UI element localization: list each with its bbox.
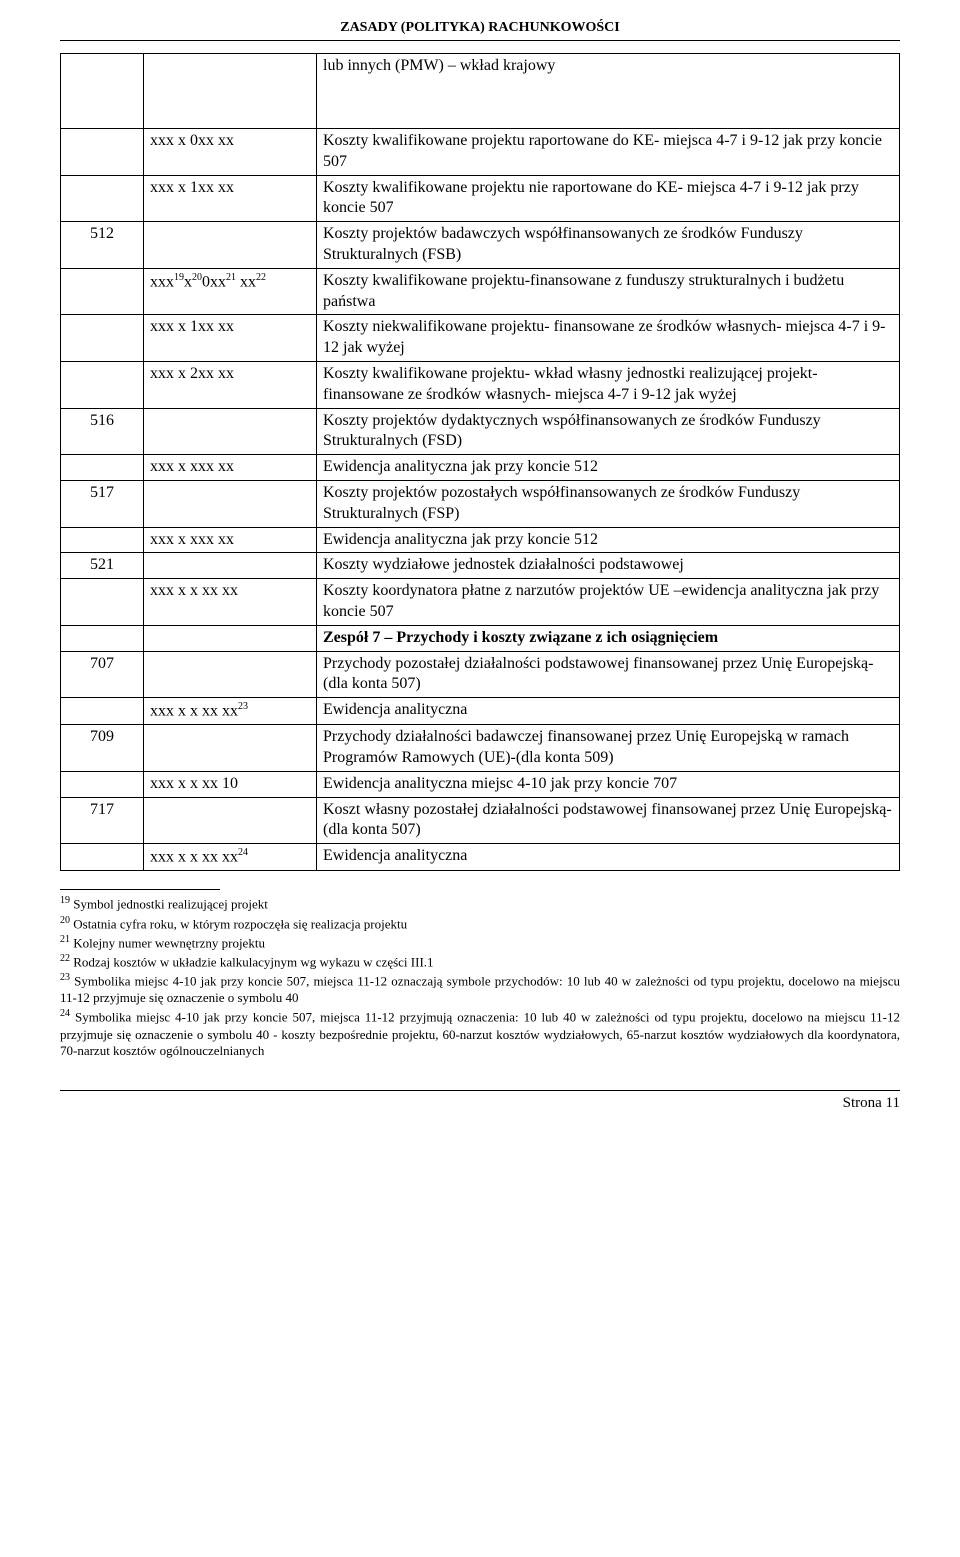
account-code-cell [61,268,144,315]
description-cell: Koszty kwalifikowane projektu-finansowan… [317,268,900,315]
description-cell: Koszt własny pozostałej działalności pod… [317,797,900,844]
subcode-cell: xxx x 2xx xx [144,361,317,408]
subcode-cell: xxx x x xx 10 [144,771,317,797]
description-cell: Ewidencja analityczna jak przy koncie 51… [317,527,900,553]
subcode-cell: xxx x 0xx xx [144,129,317,176]
table-row: lub innych (PMW) – wkład krajowy [61,54,900,129]
account-code-cell [61,175,144,222]
footnote-22-text: Rodzaj kosztów w układzie kalkulacyjnym … [73,954,433,969]
table-row: xxx x x xx xx24Ewidencja analityczna [61,844,900,871]
description-cell: Ewidencja analityczna miejsc 4-10 jak pr… [317,771,900,797]
table-row: xxx x xxx xxEwidencja analityczna jak pr… [61,455,900,481]
table-row: 512 Koszty projektów badawczych współfina… [61,222,900,269]
table-row: 517 Koszty projektów pozostałych współfin… [61,480,900,527]
description-cell: Koszty projektów dydaktycznych współfina… [317,408,900,455]
account-code-cell [61,579,144,626]
description-cell: Koszty niekwalifikowane projektu- finans… [317,315,900,362]
description-cell: Koszty projektów pozostałych współfinans… [317,480,900,527]
table-row: xxx x x xx xx23Ewidencja analityczna [61,698,900,725]
description-cell: Przychody pozostałej działalności podsta… [317,651,900,698]
subcode-cell [144,408,317,455]
account-code-cell: 717 [61,797,144,844]
subcode-cell: xxx x x xx xx24 [144,844,317,871]
document-page: ZASADY (POLITYKA) RACHUNKOWOŚCI lub inny… [0,0,960,1132]
table-row: xxx x x xx xxKoszty koordynatora płatne … [61,579,900,626]
account-code-cell: 516 [61,408,144,455]
footnote-21-text: Kolejny numer wewnętrzny projektu [73,935,265,950]
account-code-cell [61,361,144,408]
table-row: 709 Przychody działalności badawczej fina… [61,725,900,772]
footnote-19: 19 Symbol jednostki realizującej projekt [60,894,900,913]
account-code-cell [61,315,144,362]
footnote-24: 24 Symbolika miejsc 4-10 jak przy koncie… [60,1007,900,1060]
description-cell: Koszty wydziałowe jednostek działalności… [317,553,900,579]
table-row: xxx x 1xx xxKoszty kwalifikowane projekt… [61,175,900,222]
subcode-cell [144,553,317,579]
account-code-cell [61,625,144,651]
footnote-19-text: Symbol jednostki realizującej projekt [73,897,268,912]
description-cell: Koszty kwalifikowane projektu- wkład wła… [317,361,900,408]
footnote-20: 20 Ostatnia cyfra roku, w którym rozpocz… [60,914,900,933]
subcode-cell: xxx x 1xx xx [144,315,317,362]
description-cell: lub innych (PMW) – wkład krajowy [317,54,900,129]
table-row: Zespół 7 – Przychody i koszty związane z… [61,625,900,651]
subcode-cell [144,54,317,129]
subcode-cell: xxx x 1xx xx [144,175,317,222]
account-code-cell [61,129,144,176]
table-row: 707 Przychody pozostałej działalności pod… [61,651,900,698]
account-code-cell [61,698,144,725]
account-code-cell [61,771,144,797]
description-cell: Przychody działalności badawczej finanso… [317,725,900,772]
table-row: xxx19x200xx21 xx22Koszty kwalifikowane p… [61,268,900,315]
footnote-20-text: Ostatnia cyfra roku, w którym rozpoczęła… [73,916,407,931]
account-code-cell: 521 [61,553,144,579]
accounts-table: lub innych (PMW) – wkład krajowyxxx x 0x… [60,53,900,871]
table-row: xxx x xxx xxEwidencja analityczna jak pr… [61,527,900,553]
description-cell: Ewidencja analityczna [317,844,900,871]
subcode-cell [144,625,317,651]
page-footer: Strona 11 [60,1090,900,1112]
footnote-22: 22 Rodzaj kosztów w układzie kalkulacyjn… [60,952,900,971]
subcode-cell: xxx x x xx xx23 [144,698,317,725]
subcode-cell: xxx x xxx xx [144,455,317,481]
subcode-cell [144,725,317,772]
account-code-cell: 512 [61,222,144,269]
footnote-23: 23 Symbolika miejsc 4-10 jak przy koncie… [60,971,900,1007]
footnotes-block: 19 Symbol jednostki realizującej projekt… [60,889,900,1060]
account-code-cell [61,527,144,553]
account-code-cell: 517 [61,480,144,527]
subcode-cell [144,797,317,844]
table-row: 521 Koszty wydziałowe jednostek działalno… [61,553,900,579]
table-row: 717 Koszt własny pozostałej działalności … [61,797,900,844]
description-cell: Koszty koordynatora płatne z narzutów pr… [317,579,900,626]
account-code-cell [61,54,144,129]
account-code-cell [61,844,144,871]
table-row: xxx x 2xx xxKoszty kwalifikowane projekt… [61,361,900,408]
footnote-21: 21 Kolejny numer wewnętrzny projektu [60,933,900,952]
subcode-cell: xxx19x200xx21 xx22 [144,268,317,315]
subcode-cell: xxx x x xx xx [144,579,317,626]
footnote-24-text: Symbolika miejsc 4-10 jak przy koncie 50… [60,1010,900,1059]
subcode-cell [144,222,317,269]
page-header: ZASADY (POLITYKA) RACHUNKOWOŚCI [60,20,900,41]
table-row: 516 Koszty projektów dydaktycznych współf… [61,408,900,455]
subcode-cell: xxx x xxx xx [144,527,317,553]
table-row: xxx x x xx 10Ewidencja analityczna miejs… [61,771,900,797]
account-code-cell [61,455,144,481]
description-cell: Ewidencja analityczna jak przy koncie 51… [317,455,900,481]
table-row: xxx x 1xx xxKoszty niekwalifikowane proj… [61,315,900,362]
description-cell: Koszty projektów badawczych współfinanso… [317,222,900,269]
subcode-cell [144,480,317,527]
description-cell: Zespół 7 – Przychody i koszty związane z… [317,625,900,651]
subcode-cell [144,651,317,698]
description-cell: Koszty kwalifikowane projektu raportowan… [317,129,900,176]
footnote-23-text: Symbolika miejsc 4-10 jak przy koncie 50… [60,974,900,1006]
description-cell: Koszty kwalifikowane projektu nie raport… [317,175,900,222]
account-code-cell: 707 [61,651,144,698]
table-row: xxx x 0xx xxKoszty kwalifikowane projekt… [61,129,900,176]
account-code-cell: 709 [61,725,144,772]
description-cell: Ewidencja analityczna [317,698,900,725]
